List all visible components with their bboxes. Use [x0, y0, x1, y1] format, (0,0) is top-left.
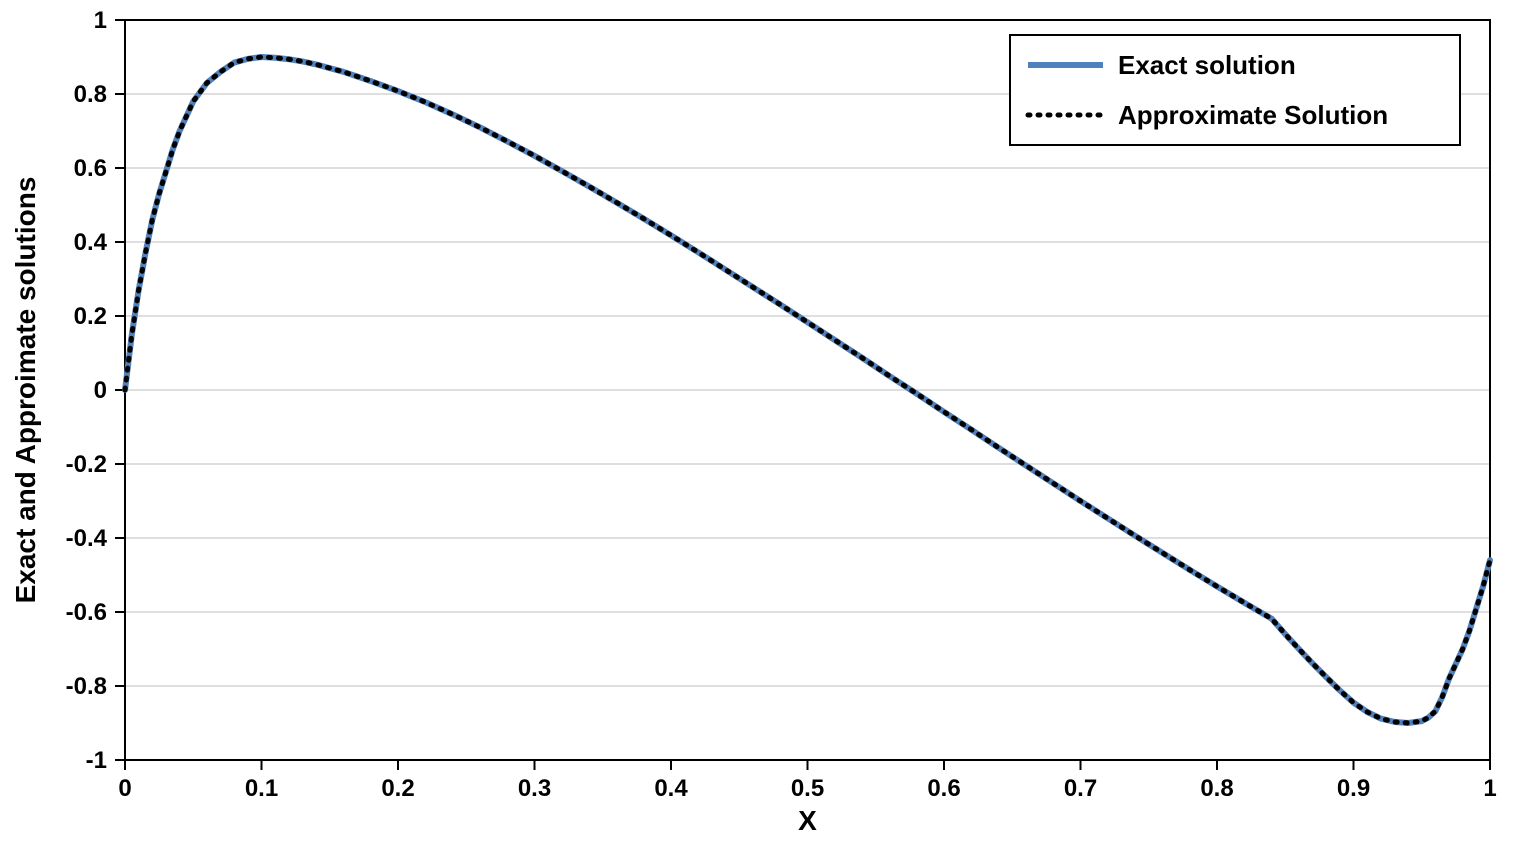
x-tick-label: 1 [1483, 775, 1496, 802]
y-tick-label: -0.6 [66, 599, 107, 626]
x-tick-label: 0.9 [1337, 775, 1370, 802]
x-tick-label: 0.8 [1200, 775, 1233, 802]
y-tick-label: -1 [86, 747, 107, 774]
x-tick-label: 0.2 [381, 775, 414, 802]
y-tick-label: 0.8 [74, 81, 107, 108]
legend-label: Exact solution [1118, 50, 1296, 80]
y-tick-label: -0.4 [66, 525, 108, 552]
y-tick-label: 0.2 [74, 303, 107, 330]
x-tick-label: 0.5 [791, 775, 824, 802]
y-tick-label: 0.4 [74, 229, 108, 256]
line-chart: 0 0.1 0.2 0.3 0.4 0.5 0.6 0.7 0.8 0.9 1 -1 -0.8 -0.6 -… [0, 0, 1519, 846]
x-tick-label: 0.4 [654, 775, 688, 802]
legend-label: Approximate Solution [1118, 100, 1388, 130]
y-axis-label: Exact and Approimate solutions [10, 177, 41, 604]
x-tick-label: 0.7 [1064, 775, 1097, 802]
x-tick-label: 0.6 [927, 775, 960, 802]
x-tick-label: 0.3 [518, 775, 551, 802]
y-tick-label: 0.6 [74, 155, 107, 182]
chart-container: 0 0.1 0.2 0.3 0.4 0.5 0.6 0.7 0.8 0.9 1 -1 -0.8 -0.6 -… [0, 0, 1519, 846]
y-tick-label: -0.2 [66, 451, 107, 478]
x-tick-label: 0 [118, 775, 131, 802]
x-axis-label: X [798, 805, 817, 836]
y-tick-label: -0.8 [66, 673, 107, 700]
y-tick-label: 0 [94, 377, 107, 404]
y-tick-label: 1 [94, 7, 107, 34]
x-tick-label: 0.1 [245, 775, 278, 802]
